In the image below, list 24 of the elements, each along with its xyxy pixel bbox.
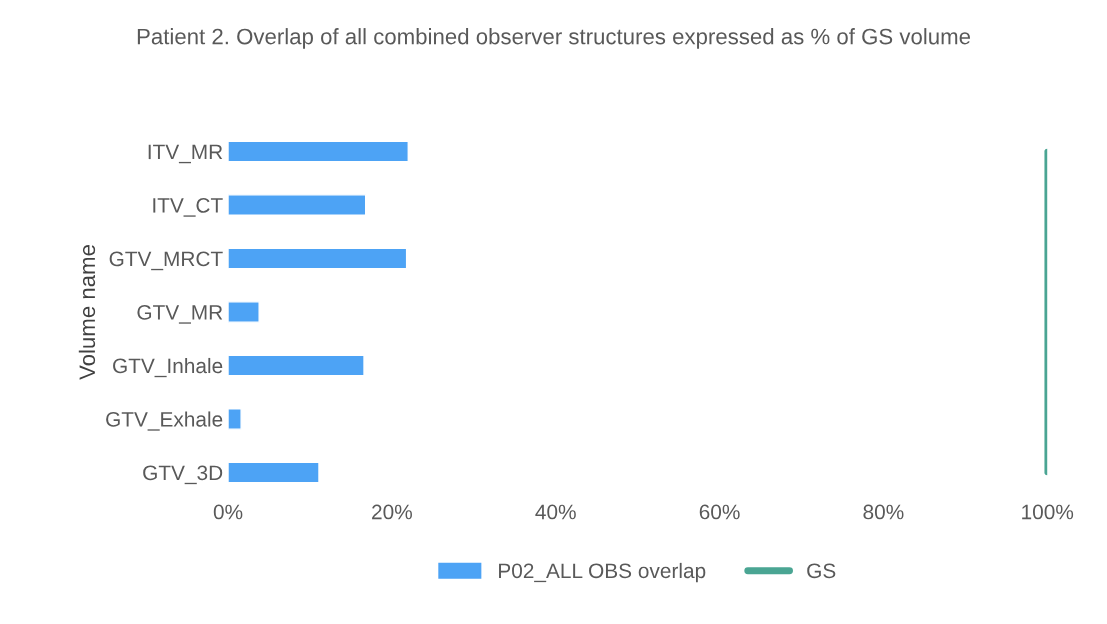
y-tick-label: GTV_MR bbox=[137, 305, 223, 324]
legend-label: P02_ALL OBS overlap bbox=[499, 562, 706, 583]
y-tick-label: GTV_MRCT bbox=[109, 251, 223, 271]
y-tick-label: ITV_MR bbox=[148, 144, 223, 164]
bar bbox=[228, 247, 408, 270]
x-tick-label: 40% bbox=[535, 504, 576, 520]
y-tick-label: GTV_Exhale bbox=[106, 411, 223, 431]
x-tick-label: 60% bbox=[699, 504, 740, 520]
x-tick-label: 0% bbox=[213, 504, 243, 520]
chart-title: Patient 2. Overlap of all combined observer structures expressed as % of GS volume bbox=[137, 28, 971, 49]
x-tick-label: 100% bbox=[1022, 504, 1074, 520]
bar bbox=[228, 408, 242, 430]
bar bbox=[228, 301, 260, 323]
bar bbox=[228, 194, 367, 216]
legend-label: GS bbox=[807, 563, 836, 579]
x-tick-label: 80% bbox=[863, 504, 904, 520]
y-axis-title: Volume name bbox=[78, 245, 96, 380]
bar bbox=[228, 354, 365, 377]
bar bbox=[228, 140, 409, 163]
x-tick-label: 20% bbox=[372, 504, 412, 520]
bar bbox=[228, 461, 320, 484]
y-tick-label: GTV_Inhale bbox=[113, 357, 223, 378]
y-tick-label: ITV_CT bbox=[153, 198, 223, 217]
y-tick-label: GTV_3D bbox=[143, 465, 223, 485]
